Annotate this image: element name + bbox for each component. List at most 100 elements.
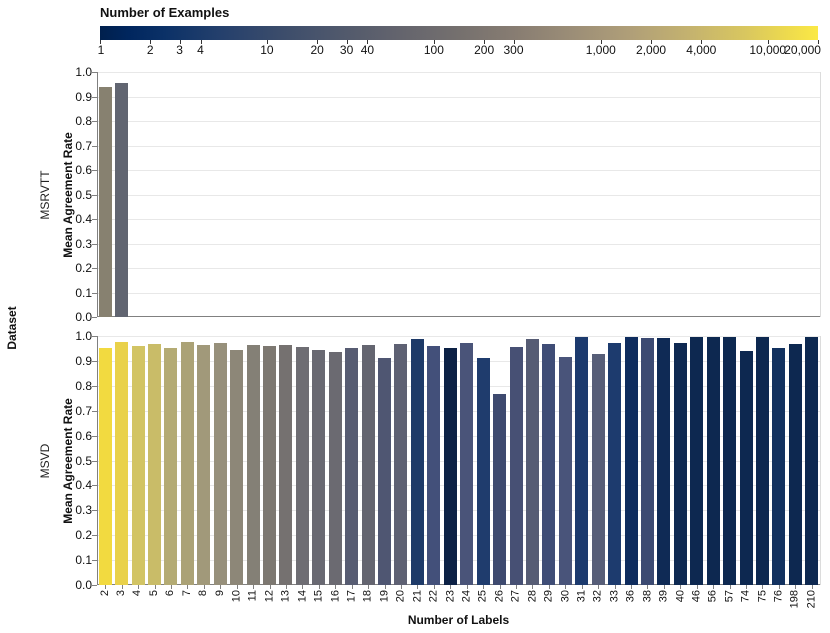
y-tick-mark xyxy=(92,585,97,586)
x-tick-mark xyxy=(565,585,567,589)
y-tick-mark xyxy=(92,460,97,462)
colorbar-tick-mark xyxy=(701,40,703,44)
x-tick-mark xyxy=(614,585,616,589)
y-tick-label: 0.3 xyxy=(75,503,92,518)
bar xyxy=(443,347,457,585)
x-tick-label-text: 20 xyxy=(394,590,407,603)
y-axis-title: Mean Agreement Rate xyxy=(61,131,75,258)
x-tick-label-text: 10 xyxy=(230,590,243,603)
y-tick-label: 0.7 xyxy=(75,138,92,153)
x-tick-label-text: 12 xyxy=(263,590,276,603)
bar xyxy=(410,339,424,585)
colorbar-tick-label: 100 xyxy=(423,43,444,57)
gridline xyxy=(97,219,820,220)
bar xyxy=(755,337,769,585)
x-tick-label-text: 28 xyxy=(525,590,538,603)
colorbar-tick-label: 4 xyxy=(197,43,204,57)
x-tick-mark xyxy=(696,585,698,589)
bar xyxy=(805,337,819,585)
gridline xyxy=(97,460,820,462)
x-tick-label-text: 8 xyxy=(197,590,210,597)
bar xyxy=(394,344,408,585)
x-tick-label-text: 23 xyxy=(443,590,456,603)
bar xyxy=(312,350,326,585)
colorbar-tick-mark xyxy=(266,40,268,44)
colorbar-tick-label: 2,000 xyxy=(636,43,667,57)
bar xyxy=(131,346,145,585)
x-tick-label-text: 32 xyxy=(591,590,604,603)
x-tick-mark xyxy=(450,585,452,589)
bar xyxy=(624,337,638,585)
bar xyxy=(608,343,622,585)
bar xyxy=(788,344,802,585)
x-tick-label-text: 7 xyxy=(180,590,193,597)
y-tick-mark xyxy=(92,121,97,122)
x-tick-label-text: 14 xyxy=(295,590,308,603)
x-tick-label-text: 39 xyxy=(657,590,670,603)
bar xyxy=(591,354,605,585)
y-tick-mark xyxy=(92,535,97,537)
colorbar-tick-mark xyxy=(767,40,769,44)
x-tick-label-text: 4 xyxy=(131,590,144,597)
gridline xyxy=(97,170,820,171)
x-tick-label-text: 46 xyxy=(690,590,703,603)
bar xyxy=(246,345,260,585)
x-tick-label-text: 75 xyxy=(755,590,768,603)
x-tick-mark xyxy=(516,585,517,589)
panel-border xyxy=(820,336,821,585)
x-tick-mark xyxy=(746,585,748,589)
colorbar-tick-label: 10 xyxy=(260,43,274,57)
colorbar-tick-mark xyxy=(317,40,319,44)
gridline xyxy=(97,360,820,362)
y-axis-line xyxy=(97,72,98,317)
colorbar-tick-mark xyxy=(100,40,101,44)
gridline xyxy=(97,485,820,487)
x-tick-label-text: 30 xyxy=(558,590,571,603)
x-tick-mark xyxy=(631,585,633,589)
x-tick-label-text: 26 xyxy=(493,590,506,603)
x-tick-label-text: 40 xyxy=(673,590,686,603)
colorbar-tick-label: 2 xyxy=(146,43,154,57)
y-tick-label: 0.6 xyxy=(75,163,92,177)
x-tick-label-text: 210 xyxy=(805,590,818,609)
bar xyxy=(197,345,211,585)
y-tick-mark xyxy=(92,435,97,437)
x-tick-label-text: 21 xyxy=(410,590,423,603)
y-tick-label: 0.0 xyxy=(75,310,92,324)
x-tick-mark xyxy=(811,585,813,589)
y-tick-label: 0.1 xyxy=(75,285,92,300)
bar xyxy=(723,337,737,585)
bar xyxy=(640,338,654,585)
y-tick-label: 0.9 xyxy=(75,353,92,368)
colorbar-tick-label: 1,000 xyxy=(585,43,616,57)
x-tick-mark xyxy=(187,585,189,589)
x-tick-mark xyxy=(417,585,419,589)
x-tick-mark xyxy=(663,585,665,589)
x-tick-mark xyxy=(400,585,402,589)
x-tick-mark xyxy=(713,585,715,589)
colorbar-gradient xyxy=(100,26,818,40)
y-tick-label: 0.8 xyxy=(75,378,92,393)
y-tick-mark xyxy=(92,268,97,269)
y-tick-mark xyxy=(92,510,97,512)
x-tick-mark xyxy=(532,585,534,589)
colorbar-tick-mark xyxy=(150,40,152,44)
panel-msvd xyxy=(97,336,821,585)
bar xyxy=(739,350,753,585)
y-tick-label: 0.3 xyxy=(75,236,92,251)
x-tick-mark xyxy=(351,585,353,589)
y-tick-mark xyxy=(92,317,97,318)
x-tick-mark xyxy=(483,585,485,589)
colorbar-tick-label: 4,000 xyxy=(686,43,717,57)
bar xyxy=(460,342,474,585)
x-tick-mark xyxy=(762,585,764,589)
y-tick-label: 0.4 xyxy=(75,478,92,493)
bar xyxy=(772,348,786,585)
gridline xyxy=(97,410,820,412)
x-tick-mark xyxy=(433,585,435,589)
colorbar-tick-mark xyxy=(513,40,515,44)
bar xyxy=(98,86,112,317)
x-tick-label-text: 9 xyxy=(213,590,226,597)
